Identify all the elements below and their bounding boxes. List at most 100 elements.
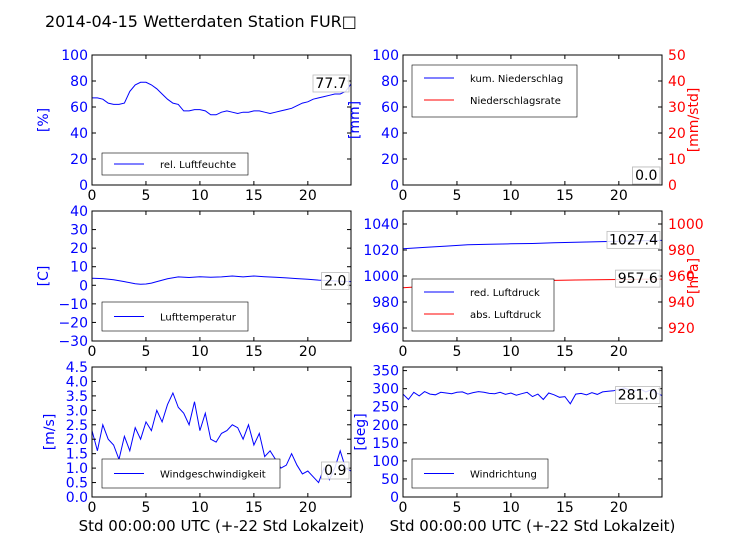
y-tick-label: 20 <box>70 152 88 168</box>
y-axis-label: [deg] <box>353 413 369 450</box>
x-tick-label: 10 <box>191 344 209 360</box>
x-tick-label: 5 <box>141 500 150 516</box>
y-right-axis-label: [mm/std] <box>686 88 702 153</box>
x-tick-label: 0 <box>88 344 97 360</box>
last-value-label-box <box>615 386 661 404</box>
y-tick-label: 960 <box>372 321 399 337</box>
y-right-tick-label: 1000 <box>668 217 704 233</box>
x-tick-label: 20 <box>610 188 628 204</box>
y-tick-label: 250 <box>372 400 399 416</box>
x-tick-label: 0 <box>399 188 408 204</box>
y-tick-label: 40 <box>70 204 88 220</box>
x-tick-label: 5 <box>452 344 461 360</box>
y-tick-label: 50 <box>381 472 399 488</box>
y-tick-label: 1040 <box>363 217 399 233</box>
y-tick-label: 20 <box>70 241 88 257</box>
legend-box <box>411 278 555 332</box>
y-tick-label: 350 <box>372 364 399 380</box>
y-tick-label: 1.0 <box>66 461 88 477</box>
y-tick-label: −20 <box>58 315 88 331</box>
legend-entry: kum. Niederschlag <box>470 74 563 85</box>
x-tick-label: 5 <box>452 500 461 516</box>
x-tick-label: 10 <box>191 500 209 516</box>
y-tick-label: 100 <box>372 454 399 470</box>
y-tick-label: 30 <box>70 223 88 239</box>
plot-frame <box>91 210 352 342</box>
panel-precipitation: 0 5 10 15 20 0 20 40 60 80 100 0 10 20 30 40 50 [mm] [mm/s… <box>347 48 702 204</box>
x-tick-label: 15 <box>556 344 574 360</box>
x-tick-label: 0 <box>88 188 97 204</box>
y-axis-label: [C] <box>36 266 52 287</box>
last-value-label-box <box>321 272 350 290</box>
legend-box <box>101 152 249 176</box>
y-right-tick-label: 20 <box>668 126 686 142</box>
y-right-tick-label: 960 <box>668 269 695 285</box>
series-line-humidity-0 <box>92 81 351 116</box>
y-tick-label: 60 <box>381 100 399 116</box>
x-axis-label: Std 00:00:00 UTC (+-22 Std Lokalzeit) <box>390 517 676 535</box>
y-right-tick-label: 10 <box>668 152 686 168</box>
plot-frame <box>402 54 663 186</box>
y-right-tick-label: 40 <box>668 74 686 90</box>
y-tick-label: 10 <box>70 260 88 276</box>
panel-humidity: 0 5 10 15 20 0 20 40 60 80 100 [%] 77.7 rel. Luftfeuc… <box>36 48 352 204</box>
panel-temperature: 0 5 10 15 20 −30 −20 −10 0 10 20 30 40 [C] 2.0 Lufttemp… <box>36 204 352 360</box>
x-tick-label: 5 <box>141 188 150 204</box>
y-tick-label: 0 <box>390 178 399 194</box>
y-tick-label: 0.5 <box>66 476 88 492</box>
last-value-label: 1027.4 <box>609 232 658 248</box>
series-line-temperature-0 <box>92 275 351 285</box>
x-tick-label: 20 <box>299 500 317 516</box>
last-value-label-box <box>606 230 661 249</box>
last-value-label-2: 0.0 <box>635 168 657 184</box>
x-tick-label: 0 <box>399 344 408 360</box>
y-tick-label: 100 <box>61 48 88 64</box>
plot-frame <box>91 366 352 498</box>
x-tick-label: 20 <box>299 188 317 204</box>
legend-entry: Windrichtung <box>470 470 537 481</box>
y-tick-label: 300 <box>372 382 399 398</box>
y-tick-label: 0 <box>79 278 88 294</box>
y-tick-label: 1.5 <box>66 447 88 463</box>
last-value-label-box <box>321 461 350 480</box>
y-tick-label: 1000 <box>363 269 399 285</box>
last-value-label: 2.0 <box>324 274 346 290</box>
x-tick-label: 5 <box>452 188 461 204</box>
series-line-windspeed-0 <box>92 391 351 484</box>
x-tick-label: 15 <box>556 500 574 516</box>
y-tick-label: 80 <box>381 74 399 90</box>
y-right-tick-label: 50 <box>668 48 686 64</box>
y-right-tick-label: 0 <box>668 178 677 194</box>
y-tick-label: 0 <box>390 490 399 506</box>
last-value-label: 281.0 <box>618 388 658 404</box>
y-right-tick-label: 940 <box>668 295 695 311</box>
y-tick-label: 40 <box>70 126 88 142</box>
legend-box <box>411 64 578 118</box>
legend-entry: red. Luftdruck <box>470 288 540 299</box>
y-tick-label: −30 <box>58 334 88 350</box>
last-value-label: 0.9 <box>324 463 346 479</box>
last-value-label-2: 957.6 <box>618 271 658 287</box>
y-tick-label: 980 <box>372 295 399 311</box>
x-tick-label: 0 <box>399 500 408 516</box>
y-tick-label: 80 <box>70 74 88 90</box>
y-tick-label: 4.5 <box>66 360 88 376</box>
x-tick-label: 15 <box>556 188 574 204</box>
last-value-label-2-box <box>615 269 661 288</box>
y-tick-label: 0.0 <box>66 490 88 506</box>
x-tick-label: 10 <box>502 500 520 516</box>
y-tick-label: 4.0 <box>66 374 88 390</box>
x-tick-label: 10 <box>502 188 520 204</box>
y-right-tick-label: 30 <box>668 100 686 116</box>
x-axis-label: Std 00:00:00 UTC (+-22 Std Lokalzeit) <box>79 517 365 535</box>
y-tick-label: 2.0 <box>66 432 88 448</box>
y-tick-label: −10 <box>58 297 88 313</box>
x-tick-label: 15 <box>245 188 263 204</box>
plot-frame <box>91 54 352 186</box>
y-axis-label: [%] <box>36 108 52 132</box>
y-tick-label: 20 <box>381 152 399 168</box>
y-tick-label: 3.5 <box>66 389 88 405</box>
